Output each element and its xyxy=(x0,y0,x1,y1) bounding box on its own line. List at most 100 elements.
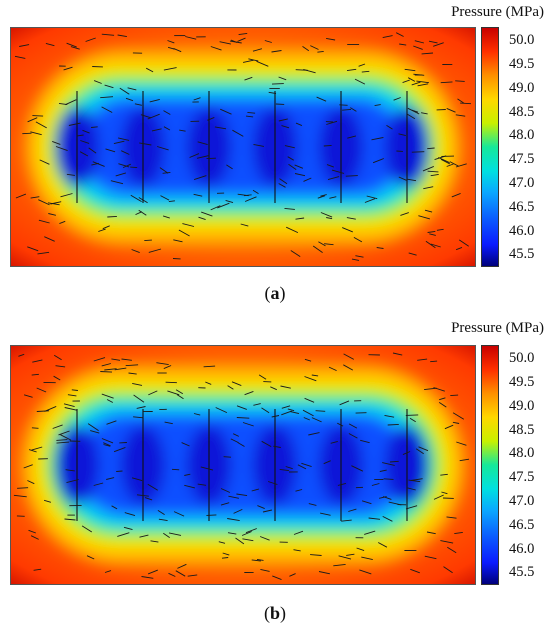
natural-fracture-segment xyxy=(404,68,416,72)
natural-fracture-segment xyxy=(221,557,229,559)
natural-fracture-segment xyxy=(43,499,52,503)
natural-fracture-segment xyxy=(440,473,448,476)
natural-fracture-segment xyxy=(446,107,456,113)
panel-label: b xyxy=(269,603,280,623)
natural-fracture-segment xyxy=(181,442,190,447)
natural-fracture-segment xyxy=(196,155,210,159)
natural-fracture-segment xyxy=(324,243,334,246)
natural-fracture-segment xyxy=(30,131,42,136)
natural-fracture-segment xyxy=(240,223,249,227)
natural-fracture-segment xyxy=(379,469,387,472)
natural-fracture-segment xyxy=(167,46,175,50)
natural-fracture-segment xyxy=(131,249,140,254)
natural-fracture-segment xyxy=(17,487,29,489)
natural-fracture-segment xyxy=(93,80,102,84)
natural-fracture-segment xyxy=(225,199,234,204)
natural-fracture-segment xyxy=(434,155,447,161)
natural-fracture-segment xyxy=(100,96,114,99)
natural-fracture-segment xyxy=(379,496,387,499)
natural-fracture-segment xyxy=(45,42,55,47)
colorbar-ticks: 50.0 49.5 49.0 48.5 48.0 47.5 47.0 46.5 46.0 45.5 xyxy=(509,27,549,265)
natural-fracture-segment xyxy=(425,240,436,249)
natural-fracture-segment xyxy=(79,151,89,157)
natural-fracture-segment xyxy=(457,98,464,104)
natural-fracture-segment xyxy=(421,112,428,115)
natural-fracture-segment xyxy=(65,469,75,472)
natural-fracture-segment xyxy=(32,359,43,363)
natural-fracture-segment xyxy=(67,394,77,397)
natural-fracture-segment xyxy=(455,246,463,251)
natural-fracture-segment xyxy=(193,175,207,181)
natural-fracture-segment xyxy=(460,102,472,105)
natural-fracture-segment xyxy=(262,509,272,513)
natural-fracture-segment xyxy=(339,400,350,406)
natural-fracture-segment xyxy=(424,387,437,391)
colorbar-tick-label: 49.5 xyxy=(509,374,535,391)
natural-fracture-segment xyxy=(410,568,420,574)
natural-fracture-segment xyxy=(19,44,30,47)
natural-fracture-segment xyxy=(259,536,270,541)
natural-fracture-segment xyxy=(413,73,425,76)
natural-fracture-segment xyxy=(326,37,336,41)
natural-fracture-segment xyxy=(447,546,457,554)
natural-fracture-segment xyxy=(414,40,425,44)
natural-fracture-segment xyxy=(405,414,419,416)
natural-fracture-segment xyxy=(235,537,245,545)
natural-fracture-segment xyxy=(346,217,356,220)
natural-fracture-segment xyxy=(310,554,322,556)
natural-fracture-segment xyxy=(410,478,423,481)
natural-fracture-segment xyxy=(426,531,436,535)
natural-fracture-segment xyxy=(289,573,296,577)
natural-fracture-segment xyxy=(147,113,160,120)
natural-fracture-segment xyxy=(353,237,363,243)
natural-fracture-segment xyxy=(86,555,95,560)
natural-fracture-segment xyxy=(222,552,230,556)
natural-fracture-segment xyxy=(327,176,340,181)
natural-fracture-segment xyxy=(294,164,304,169)
natural-fracture-segment xyxy=(117,532,130,537)
natural-fracture-segment xyxy=(233,433,239,437)
natural-fracture-segment xyxy=(148,248,162,253)
natural-fracture-segment xyxy=(398,176,407,181)
natural-fracture-segment xyxy=(251,559,261,562)
natural-fracture-segment xyxy=(163,110,171,115)
natural-fracture-segment xyxy=(361,556,373,561)
natural-fracture-segment xyxy=(28,449,37,453)
natural-fracture-segment xyxy=(416,80,429,84)
natural-fracture-segment xyxy=(159,167,169,174)
natural-fracture-segment xyxy=(295,122,303,127)
natural-fracture-segment xyxy=(44,236,55,242)
natural-fracture-segment xyxy=(333,563,346,567)
natural-fracture-segment xyxy=(145,67,154,73)
natural-fracture-segment xyxy=(303,68,316,74)
natural-fracture-segment xyxy=(348,433,358,439)
natural-fracture-segment xyxy=(302,409,314,417)
natural-fracture-segment xyxy=(408,252,417,256)
natural-fracture-segment xyxy=(30,196,40,199)
natural-fracture-segment xyxy=(231,381,242,387)
natural-fracture-segment xyxy=(252,189,259,194)
natural-fracture-segment xyxy=(70,46,80,50)
natural-fracture-segment xyxy=(176,394,184,400)
natural-fracture-segment xyxy=(106,399,114,403)
natural-fracture-segment xyxy=(317,50,324,53)
colorbar-title: Pressure (MPa) xyxy=(451,4,544,20)
natural-fracture-segment xyxy=(184,473,191,476)
natural-fracture-segment xyxy=(138,209,147,216)
natural-fracture-segment xyxy=(317,195,325,199)
natural-fracture-segment xyxy=(308,503,317,506)
natural-fracture-segment xyxy=(440,540,454,544)
natural-fracture-segment xyxy=(107,215,117,218)
natural-fracture-segment xyxy=(158,518,168,522)
natural-fracture-segment xyxy=(443,566,453,574)
natural-fracture-segment xyxy=(113,446,126,453)
natural-fracture-segment xyxy=(53,354,62,361)
natural-fracture-segment xyxy=(446,163,454,167)
natural-fracture-segment xyxy=(433,494,444,500)
natural-fracture-segment xyxy=(413,45,423,50)
natural-fracture-segment xyxy=(52,140,61,145)
natural-fracture-segment xyxy=(439,397,446,401)
natural-fracture-segment xyxy=(253,144,264,147)
natural-fracture-segment xyxy=(236,417,250,419)
natural-fracture-segment xyxy=(295,489,303,492)
